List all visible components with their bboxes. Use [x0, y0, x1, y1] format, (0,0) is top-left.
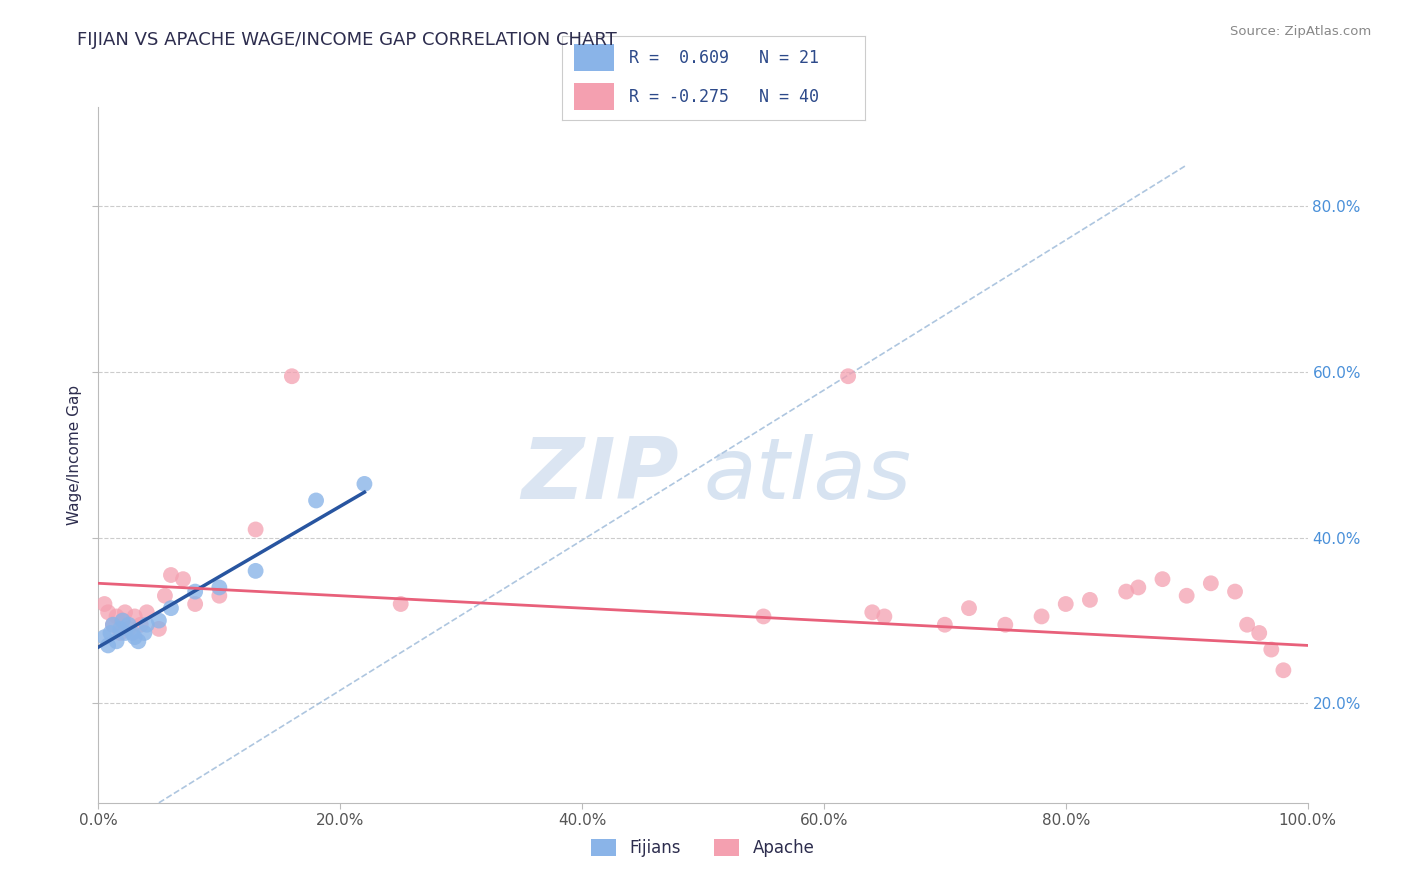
- Point: [184, 584, 207, 599]
- Point: [97, 639, 120, 653]
- Point: [353, 476, 375, 491]
- Point: [1078, 592, 1101, 607]
- Point: [127, 634, 149, 648]
- Point: [1236, 617, 1258, 632]
- Y-axis label: Wage/Income Gap: Wage/Income Gap: [67, 384, 83, 525]
- Point: [105, 634, 128, 648]
- Point: [111, 614, 134, 628]
- Point: [129, 617, 152, 632]
- Point: [148, 622, 170, 636]
- Point: [160, 568, 183, 582]
- Text: R = -0.275   N = 40: R = -0.275 N = 40: [628, 87, 818, 105]
- Point: [121, 626, 143, 640]
- Point: [1199, 576, 1222, 591]
- Point: [281, 369, 304, 384]
- Point: [1152, 572, 1174, 586]
- Point: [124, 609, 146, 624]
- Point: [1128, 581, 1150, 595]
- Point: [1223, 584, 1246, 599]
- Point: [184, 597, 207, 611]
- Point: [860, 605, 883, 619]
- Point: [1031, 609, 1053, 624]
- Point: [135, 617, 157, 632]
- Point: [208, 581, 231, 595]
- Point: [934, 617, 956, 632]
- Point: [108, 622, 131, 636]
- Point: [101, 617, 124, 632]
- Point: [100, 626, 122, 640]
- Point: [97, 605, 120, 619]
- Point: [1175, 589, 1198, 603]
- Point: [135, 605, 157, 619]
- Point: [160, 601, 183, 615]
- FancyBboxPatch shape: [575, 83, 614, 111]
- Point: [134, 626, 156, 640]
- Point: [1249, 626, 1271, 640]
- Point: [118, 622, 141, 636]
- Text: Source: ZipAtlas.com: Source: ZipAtlas.com: [1230, 25, 1371, 38]
- Point: [93, 630, 115, 644]
- Point: [752, 609, 775, 624]
- Legend: Fijians, Apache: Fijians, Apache: [585, 832, 821, 864]
- Point: [93, 597, 115, 611]
- Point: [105, 609, 128, 624]
- Point: [873, 609, 896, 624]
- Point: [837, 369, 859, 384]
- Point: [1115, 584, 1137, 599]
- Text: FIJIAN VS APACHE WAGE/INCOME GAP CORRELATION CHART: FIJIAN VS APACHE WAGE/INCOME GAP CORRELA…: [77, 31, 617, 49]
- Text: R =  0.609   N = 21: R = 0.609 N = 21: [628, 49, 818, 67]
- Point: [108, 626, 131, 640]
- Point: [114, 626, 136, 640]
- Point: [245, 564, 267, 578]
- Point: [114, 605, 136, 619]
- Point: [245, 523, 267, 537]
- Point: [305, 493, 328, 508]
- Point: [208, 589, 231, 603]
- Point: [148, 614, 170, 628]
- Point: [1260, 642, 1282, 657]
- Point: [1054, 597, 1077, 611]
- Point: [153, 589, 176, 603]
- Text: atlas: atlas: [703, 434, 911, 517]
- Point: [389, 597, 412, 611]
- Point: [957, 601, 980, 615]
- Point: [101, 617, 124, 632]
- Point: [172, 572, 194, 586]
- Point: [994, 617, 1017, 632]
- Point: [111, 614, 134, 628]
- FancyBboxPatch shape: [575, 45, 614, 71]
- Point: [118, 617, 141, 632]
- Point: [1272, 663, 1295, 677]
- Point: [124, 630, 146, 644]
- Text: ZIP: ZIP: [522, 434, 679, 517]
